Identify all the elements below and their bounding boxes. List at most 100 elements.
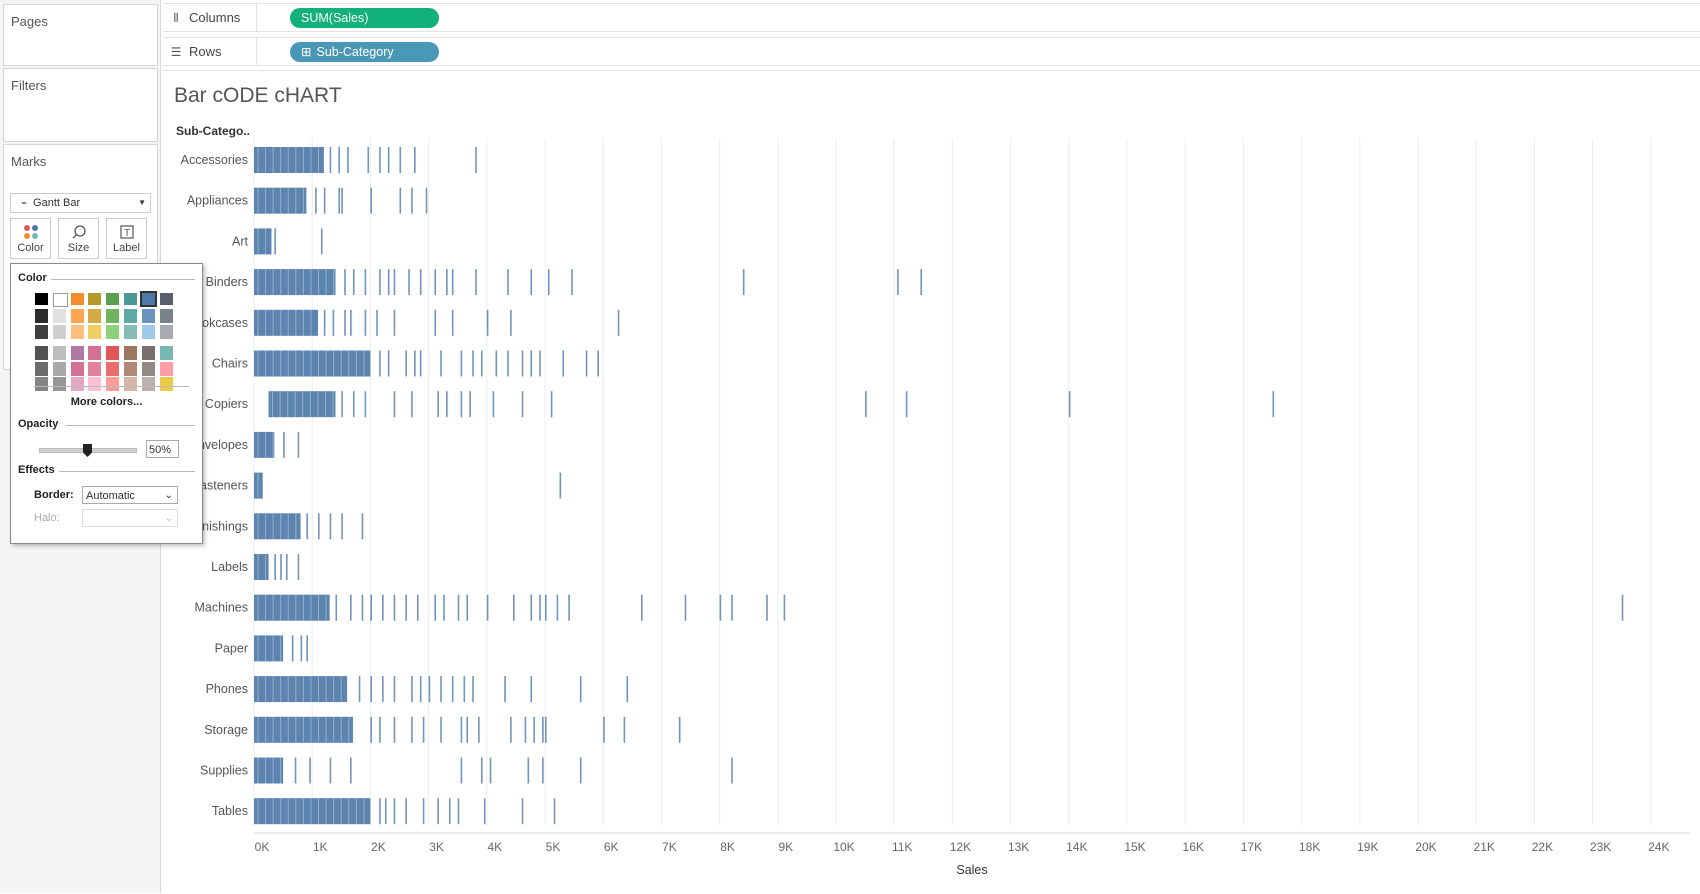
bar-mark [295,187,297,214]
color-swatch[interactable] [159,324,173,339]
bar-mark [287,147,289,173]
bar-mark [626,676,629,703]
color-swatch[interactable] [141,346,155,361]
opacity-slider[interactable] [39,444,137,458]
sub-category-header[interactable]: Sub-Catego.. [176,124,250,138]
color-swatch[interactable] [70,324,84,339]
color-swatch[interactable] [52,361,66,376]
color-swatch[interactable] [124,346,137,361]
color-swatch[interactable] [70,309,84,323]
color-swatch[interactable] [106,346,120,361]
color-swatch[interactable] [159,293,173,305]
bar-mark [382,594,384,621]
color-swatch[interactable] [141,324,155,339]
bar-mark [325,716,327,743]
bar-mark [411,676,413,703]
color-swatch[interactable] [35,293,48,305]
color-swatch[interactable] [106,361,120,376]
bar-mark [265,431,267,458]
color-button[interactable]: Color [10,218,51,259]
bar-mark [457,798,460,825]
color-swatch[interactable] [70,377,84,392]
color-swatch[interactable] [52,346,66,361]
color-swatch[interactable] [35,377,48,392]
bar-mark [437,391,439,418]
color-swatch[interactable] [52,324,66,339]
bar-mark [341,513,343,540]
bar-mark [568,594,570,621]
color-swatch[interactable] [88,293,102,305]
color-swatch[interactable] [124,377,137,392]
bar-mark [451,676,454,703]
bar-mark [742,269,745,296]
color-swatch[interactable] [88,309,102,323]
color-swatch[interactable] [88,361,102,376]
color-swatch[interactable] [124,293,137,305]
color-swatch[interactable] [35,324,48,339]
color-swatch[interactable] [141,361,155,376]
size-button[interactable]: Size [58,218,99,259]
bar-mark [571,269,573,296]
color-swatch[interactable] [70,346,84,361]
bar-mark [504,676,506,703]
color-swatch[interactable] [52,293,68,307]
color-swatch[interactable] [124,309,137,323]
border-select[interactable]: Automatic ⌄ [82,486,178,504]
color-swatch[interactable] [159,346,173,361]
opacity-slider-thumb[interactable] [83,444,92,457]
color-swatch[interactable] [52,309,66,323]
bar-mark [274,554,276,580]
bar-mark [562,350,565,377]
bar-mark [542,716,544,743]
color-swatch[interactable] [124,324,137,339]
more-colors-link[interactable]: More colors... [70,396,143,408]
bar-mark [306,513,308,540]
bar-mark [280,187,282,214]
bar-mark [419,269,422,296]
filters-card[interactable]: Filters [3,68,158,142]
color-swatch[interactable] [70,361,84,376]
bar-mark [257,187,259,214]
color-swatch[interactable] [88,377,102,392]
color-swatch[interactable] [159,377,173,392]
bar-mark [434,309,437,336]
color-swatch[interactable] [124,361,137,376]
color-swatch[interactable] [141,309,155,323]
color-swatch[interactable] [159,309,173,323]
sum-sales-pill[interactable]: SUM(Sales) [290,8,439,28]
color-swatch[interactable] [106,309,120,323]
opacity-value-input[interactable]: 50% [146,440,179,458]
color-swatch[interactable] [139,291,157,307]
color-swatch[interactable] [88,324,102,339]
bar-mark [641,594,643,621]
color-swatch[interactable] [88,346,102,361]
bar-mark [333,676,335,703]
bar-mark [257,269,259,296]
sub-category-pill[interactable]: ⊞ Sub-Category [290,42,439,62]
columns-shelf[interactable]: ⦀ Columns SUM(Sales) [163,3,1700,32]
color-swatch[interactable] [141,377,155,392]
color-swatch[interactable] [70,293,84,305]
bar-mark [280,513,282,540]
color-swatch[interactable] [106,324,120,339]
bar-mark [287,309,289,336]
x-tick-label: 21K [1474,840,1495,854]
row-label: Tables [212,804,248,818]
x-tick-label: 20K [1415,840,1436,854]
color-swatch[interactable] [106,293,120,305]
color-swatch[interactable] [35,309,48,323]
color-swatch[interactable] [159,361,173,376]
color-swatch[interactable] [52,377,66,392]
pages-card[interactable]: Pages [3,4,158,66]
color-swatch[interactable] [35,346,48,361]
label-button[interactable]: T Label [106,218,147,259]
mark-type-dropdown[interactable]: ⌁ Gantt Bar ▼ [10,193,151,213]
rows-shelf[interactable]: ☰ Rows ⊞ Sub-Category [163,37,1700,66]
color-swatch[interactable] [35,361,48,376]
x-tick-label: 6K [604,840,619,854]
halo-select[interactable]: ⌄ [82,509,178,527]
bar-mark [446,269,448,296]
color-swatch[interactable] [106,377,120,392]
pages-title: Pages [11,14,48,29]
